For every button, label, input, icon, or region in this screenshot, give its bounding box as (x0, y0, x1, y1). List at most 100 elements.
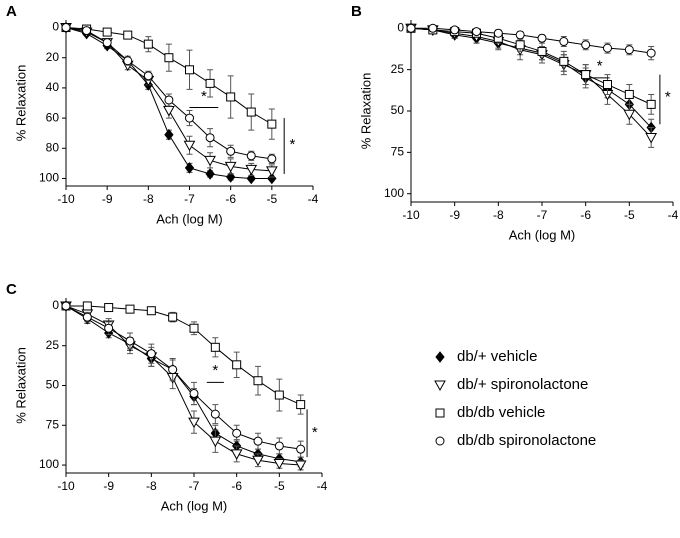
marker (205, 78, 215, 88)
marker (188, 417, 200, 429)
marker (82, 312, 92, 322)
marker (581, 40, 591, 50)
panel-label: B (351, 3, 362, 20)
significance-label: * (665, 89, 671, 106)
y-tick-label: 50 (46, 378, 60, 392)
marker (205, 133, 215, 143)
y-tick-label: 0 (397, 20, 404, 34)
x-tick-label: -10 (57, 479, 75, 493)
marker (559, 56, 569, 66)
y-axis-title: % Relaxation (13, 65, 28, 142)
marker (273, 458, 286, 470)
x-tick-label: -6 (231, 479, 242, 493)
y-tick-label: 100 (39, 457, 59, 471)
marker (232, 360, 242, 370)
legend-label: db/db spironolactone (457, 432, 596, 449)
x-tick-label: -9 (103, 479, 114, 493)
y-tick-label: 75 (46, 417, 60, 431)
series-line (410, 27, 652, 138)
marker (163, 106, 175, 117)
x-tick-label: -6 (225, 192, 236, 206)
marker (125, 336, 135, 346)
marker (210, 409, 220, 419)
marker (204, 155, 216, 167)
marker (246, 107, 256, 117)
x-axis-title: Ach (log M) (509, 227, 575, 242)
x-tick-label: -7 (537, 208, 548, 222)
marker (226, 146, 236, 156)
marker (252, 455, 264, 467)
marker (603, 80, 612, 90)
marker (294, 460, 307, 472)
marker (472, 27, 481, 37)
marker (184, 162, 195, 174)
panel-label: C (6, 281, 17, 298)
marker (450, 25, 460, 35)
marker (164, 95, 174, 105)
marker (143, 71, 153, 81)
legend-label: db/+ vehicle (457, 348, 537, 365)
y-tick-label: 25 (46, 338, 60, 352)
y-tick-label: 40 (46, 80, 60, 94)
marker (61, 301, 71, 311)
marker (164, 128, 174, 141)
marker (559, 37, 569, 47)
marker (102, 27, 112, 37)
marker (210, 342, 220, 352)
x-tick-label: -4 (317, 479, 328, 493)
y-tick-label: 0 (52, 20, 59, 34)
marker (624, 45, 634, 55)
marker (146, 349, 156, 359)
x-tick-label: -10 (57, 192, 75, 206)
marker (537, 46, 547, 56)
x-tick-label: -7 (184, 192, 195, 206)
marker (623, 109, 636, 121)
marker (224, 161, 237, 173)
legend-marker (435, 351, 445, 363)
significance-label: * (289, 136, 295, 153)
marker (406, 23, 416, 33)
x-axis-title: Ach (log M) (161, 498, 227, 513)
significance-label: * (212, 362, 218, 379)
marker (246, 151, 256, 161)
y-tick-label: 50 (391, 103, 405, 117)
x-tick-label: -4 (668, 208, 679, 222)
y-tick-label: 0 (52, 298, 59, 312)
legend-label: db/+ spironolactone (457, 376, 588, 393)
marker (624, 89, 634, 99)
marker (226, 92, 236, 102)
marker (104, 303, 114, 313)
marker (125, 304, 135, 314)
x-tick-label: -9 (102, 192, 113, 206)
legend-marker (435, 408, 445, 418)
x-tick-label: -7 (189, 479, 200, 493)
marker (428, 23, 438, 33)
y-tick-label: 60 (46, 110, 60, 124)
marker (189, 388, 199, 398)
significance-label: * (597, 57, 603, 74)
panel-label: A (6, 3, 17, 20)
significance-label: * (312, 424, 318, 441)
x-tick-label: -4 (308, 192, 319, 206)
x-tick-label: -8 (146, 479, 157, 493)
marker (104, 323, 114, 333)
marker (183, 140, 196, 152)
marker (61, 23, 71, 33)
marker (265, 166, 278, 177)
marker (146, 306, 156, 316)
x-axis-title: Ach (log M) (156, 211, 222, 226)
x-tick-label: -5 (266, 192, 277, 206)
y-tick-label: 100 (39, 171, 59, 185)
marker (226, 171, 236, 183)
y-tick-label: 25 (391, 62, 405, 76)
x-tick-label: -8 (143, 192, 154, 206)
x-tick-label: -8 (493, 208, 504, 222)
marker (185, 113, 194, 123)
y-axis-title: % Relaxation (358, 73, 373, 150)
marker (245, 164, 258, 176)
marker (515, 40, 525, 50)
y-tick-label: 80 (46, 140, 60, 154)
marker (205, 168, 215, 180)
marker (603, 43, 612, 53)
